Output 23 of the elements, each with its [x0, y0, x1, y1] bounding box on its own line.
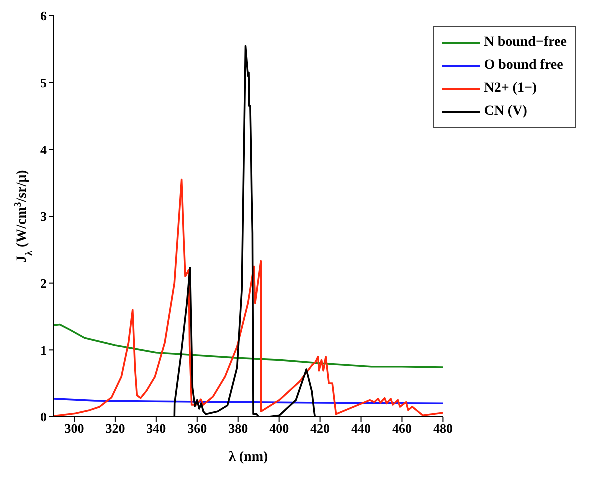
legend-label: N2+ (1−)	[484, 80, 538, 98]
legend-label: N bound−free	[484, 34, 567, 52]
legend-label: O bound free	[484, 57, 564, 75]
y-tick-label: 1	[40, 342, 47, 358]
x-tick-label: 320	[106, 421, 126, 436]
y-tick-label: 2	[40, 276, 47, 291]
legend-label: CN (V)	[484, 103, 528, 121]
x-tick-label: 460	[392, 421, 412, 436]
y-tick-label: 6	[40, 8, 48, 24]
x-tick-label: 380	[228, 421, 248, 436]
x-tick-label: 480	[433, 421, 453, 436]
x-tick-label: 360	[188, 421, 208, 436]
x-tick-label: 300	[64, 421, 84, 436]
y-tick-label: 0	[40, 410, 47, 425]
y-tick-label: 3	[40, 209, 48, 224]
x-tick-label: 440	[352, 421, 372, 436]
x-tick-label: 340	[146, 421, 166, 436]
x-tick-label: 400	[270, 421, 290, 436]
x-axis-title: λ (nm)	[229, 450, 269, 465]
x-tick-label: 420	[310, 421, 330, 436]
y-tick-label: 4	[40, 142, 48, 158]
y-tick-label: 5	[40, 75, 48, 90]
line-series	[54, 324, 444, 368]
